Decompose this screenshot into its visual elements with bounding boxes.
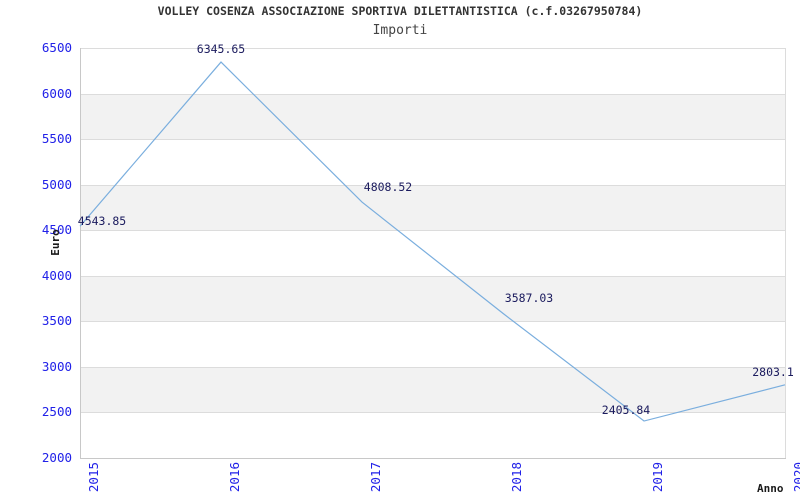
y-gridline: [80, 412, 785, 414]
y-tick-label: 5500: [41, 131, 72, 147]
chart-title: VOLLEY COSENZA ASSOCIAZIONE SPORTIVA DIL…: [157, 4, 643, 18]
y-tick-label: 3000: [41, 358, 72, 374]
y-axis-tick-labels: 2000 2500 3000 3500 4000 4500 5000 5500 6000 6500: [0, 0, 72, 500]
y-tick-label: 3500: [41, 313, 72, 329]
y-tick-label: 6000: [41, 85, 72, 101]
plot-area: [80, 48, 785, 458]
plot-frame-top: [80, 48, 786, 49]
importi-line: [79, 61, 786, 422]
data-point-label: 3587.03: [504, 291, 554, 306]
y-tick-label: 2000: [41, 450, 72, 465]
background-band: [80, 275, 785, 322]
data-point-label: 2803.1: [752, 364, 794, 379]
y-axis-line: [80, 48, 81, 459]
x-axis-line: [80, 458, 786, 459]
y-gridline: [80, 321, 785, 323]
y-tick-label: 2500: [41, 404, 72, 420]
background-band: [80, 184, 785, 231]
y-tick-label: 6500: [41, 40, 72, 55]
y-gridline: [80, 184, 785, 186]
y-gridline: [80, 93, 785, 95]
chart-subtitle: Importi: [372, 23, 428, 38]
y-tick-label: 4500: [41, 222, 72, 238]
plot-frame-right: [785, 48, 786, 459]
data-point-label: 4543.85: [77, 214, 127, 229]
x-axis-title: Anno: [757, 482, 784, 495]
data-point-label: 4808.52: [363, 180, 413, 195]
data-point-label: 2405.84: [601, 403, 651, 418]
y-tick-label: 4000: [41, 267, 72, 283]
background-band: [80, 366, 785, 413]
y-gridline: [80, 139, 785, 141]
background-band: [80, 93, 785, 140]
y-tick-label: 5000: [41, 176, 72, 192]
y-gridline: [80, 366, 785, 368]
data-point-label: 6345.65: [196, 42, 246, 57]
y-gridline: [80, 230, 785, 232]
y-gridline: [80, 275, 785, 277]
